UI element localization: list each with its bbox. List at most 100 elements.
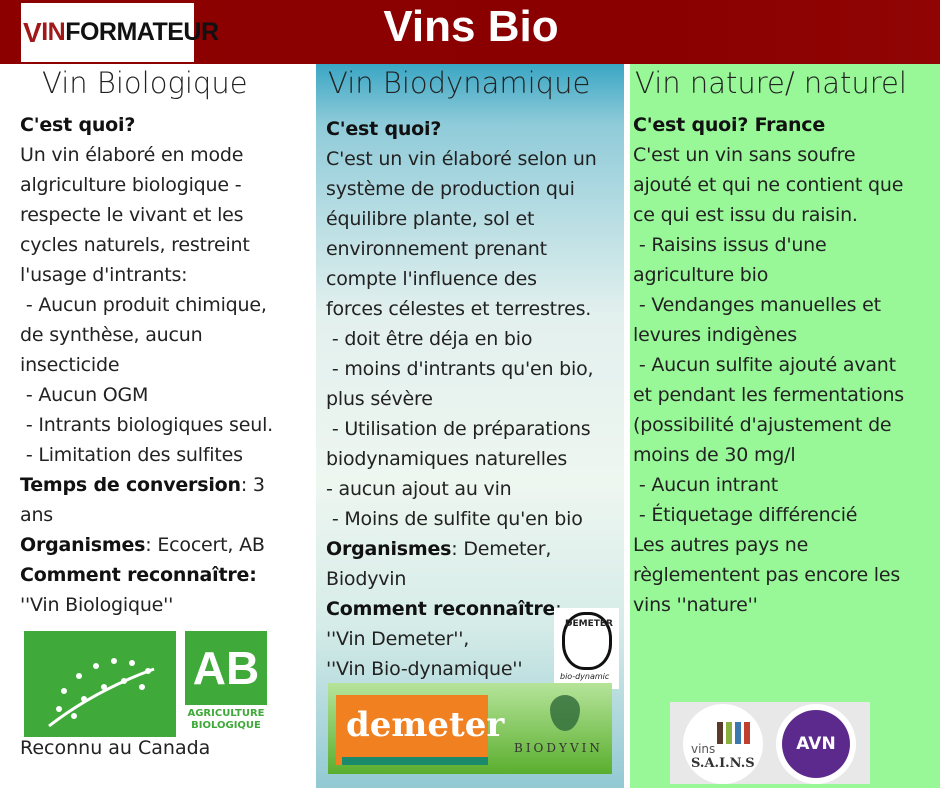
text-line: Organismes: Demeter, — [326, 534, 597, 564]
recognition-note: Reconnu au Canada — [20, 737, 211, 759]
text-segment: (possibilité d'ajustement de — [633, 414, 892, 436]
text-line: Comment reconnaître: — [326, 594, 597, 624]
demeter-seal-logo: DEMETER bio-dynamic — [554, 608, 619, 689]
bottle-icon — [735, 722, 741, 744]
bold-label: Comment reconnaître: — [20, 564, 257, 586]
text-segment: C'est un vin élaboré selon un — [326, 148, 597, 170]
ab-letters: AB — [185, 631, 267, 705]
text-line: système de production qui — [326, 174, 597, 204]
text-line: insecticide — [20, 350, 273, 380]
text-line: plus sévère — [326, 384, 597, 414]
text-line: C'est un vin élaboré selon un — [326, 144, 597, 174]
text-line: C'est quoi? — [20, 110, 273, 140]
demeter-biodyvin-logos: demeter BIODYVIN — [328, 683, 612, 774]
text-line: - Vendanges manuelles et — [633, 290, 904, 320]
text-segment: Les autres pays ne — [633, 534, 809, 556]
text-segment: - Moins de sulfite qu'en bio — [326, 508, 583, 530]
eu-leaf-stars-icon — [48, 658, 155, 728]
text-segment: - Aucun sulfite ajouté avant — [633, 354, 896, 376]
text-line: - doit être déja en bio — [326, 324, 597, 354]
text-segment: cycles naturels, restreint — [20, 234, 250, 256]
demeter-logo: demeter — [336, 695, 504, 765]
text-line: agriculture bio — [633, 260, 904, 290]
sains-text: S.A.I.N.S — [691, 756, 755, 771]
text-line: Biodyvin — [326, 564, 597, 594]
text-segment: levures indigènes — [633, 324, 797, 346]
text-segment: Un vin élaboré en mode — [20, 144, 244, 166]
bold-label: C'est quoi? — [326, 118, 442, 140]
text-line: Comment reconnaître: — [20, 560, 273, 590]
text-line: et pendant les fermentations — [633, 380, 904, 410]
text-segment: algriculture biologique - — [20, 174, 242, 196]
column-vin-biologique: Vin Biologique C'est quoi? Un vin élaboré… — [0, 64, 315, 788]
text-segment: : Demeter, — [451, 538, 552, 560]
text-line: - Aucun sulfite ajouté avant — [633, 350, 904, 380]
grape-icon — [550, 695, 580, 731]
page-title: Vins Bio — [383, 2, 559, 51]
text-segment: - Limitation des sulfites — [20, 444, 243, 466]
text-line: - Aucun OGM — [20, 380, 273, 410]
text-segment: règlementent pas encore les — [633, 564, 901, 586]
ab-caption: AGRICULTURE BIOLOGIQUE — [187, 708, 265, 731]
text-segment: ''Vin Demeter'', — [326, 628, 470, 650]
text-segment: - Raisins issus d'une — [633, 234, 827, 256]
text-segment: moins de 30 mg/l — [633, 444, 796, 466]
vinformateur-logo: V IN FORMATEUR — [21, 3, 219, 62]
text-segment: ans — [20, 504, 53, 526]
text-line: cycles naturels, restreint — [20, 230, 273, 260]
ab-logo: AB AGRICULTURE BIOLOGIQUE — [183, 631, 269, 737]
bold-label: Comment reconnaître — [326, 598, 556, 620]
text-segment: environnement prenant — [326, 238, 547, 260]
seal-caption: bio-dynamic — [560, 672, 610, 681]
column-text: C'est quoi? France C'est un vin sans souf… — [633, 110, 904, 620]
text-line: moins de 30 mg/l — [633, 440, 904, 470]
seal-text: DEMETER — [562, 612, 613, 670]
text-line: - moins d'intrants qu'en bio, — [326, 354, 597, 384]
eu-organic-logo — [24, 631, 176, 737]
text-line: - Étiquetage différencié — [633, 500, 904, 530]
column-text: C'est quoi? C'est un vin élaboré selon un… — [326, 114, 597, 684]
text-line: - Aucun produit chimique, — [20, 290, 273, 320]
text-line: (possibilité d'ajustement de — [633, 410, 904, 440]
text-segment: - Étiquetage différencié — [633, 504, 858, 526]
text-segment: compte l'influence des — [326, 268, 537, 290]
text-segment: - Aucun OGM — [20, 384, 149, 406]
text-segment: l'usage d'intrants: — [20, 264, 188, 286]
avn-logo: AVN — [776, 704, 856, 784]
text-segment: - Utilisation de préparations — [326, 418, 591, 440]
text-line: C'est quoi? — [326, 114, 597, 144]
text-line: algriculture biologique - — [20, 170, 273, 200]
text-line: règlementent pas encore les — [633, 560, 904, 590]
text-segment: biodynamiques naturelles — [326, 448, 568, 470]
text-segment: de synthèse, aucun — [20, 324, 203, 346]
text-line: équilibre plante, sol et — [326, 204, 597, 234]
text-segment: Biodyvin — [326, 568, 407, 590]
text-line: ans — [20, 500, 273, 530]
text-segment: - Aucun intrant — [633, 474, 779, 496]
text-segment: système de production qui — [326, 178, 575, 200]
bold-label: Organismes — [20, 534, 146, 556]
text-line: Temps de conversion: 3 — [20, 470, 273, 500]
text-segment: agriculture bio — [633, 264, 769, 286]
column-title: Vin Biodynamique — [328, 66, 591, 100]
text-line: l'usage d'intrants: — [20, 260, 273, 290]
text-segment: forces célestes et terrestres. — [326, 298, 592, 320]
text-segment: - Aucun produit chimique, — [20, 294, 267, 316]
header-banner: V IN FORMATEUR Vins Bio — [0, 0, 940, 64]
text-segment: - Intrants biologiques seul. — [20, 414, 274, 436]
text-segment: ''Vin Biologique'' — [20, 594, 174, 616]
text-line: biodynamiques naturelles — [326, 444, 597, 474]
vins-sains-logo: vins S.A.I.N.S — [683, 704, 763, 784]
text-line: - Limitation des sulfites — [20, 440, 273, 470]
column-vin-biodynamique: Vin Biodynamique C'est quoi? C'est un vin… — [316, 64, 624, 788]
text-segment: C'est un vin sans soufre — [633, 144, 856, 166]
text-line: Les autres pays ne — [633, 530, 904, 560]
text-line: ''Vin Demeter'', — [326, 624, 597, 654]
text-line: - Utilisation de préparations — [326, 414, 597, 444]
bottle-icon — [717, 722, 723, 744]
column-divider — [624, 64, 630, 788]
bold-label: Temps de conversion — [20, 474, 241, 496]
text-line: forces célestes et terrestres. — [326, 294, 597, 324]
text-line: ajouté et qui ne contient que — [633, 170, 904, 200]
text-line: - Intrants biologiques seul. — [20, 410, 273, 440]
